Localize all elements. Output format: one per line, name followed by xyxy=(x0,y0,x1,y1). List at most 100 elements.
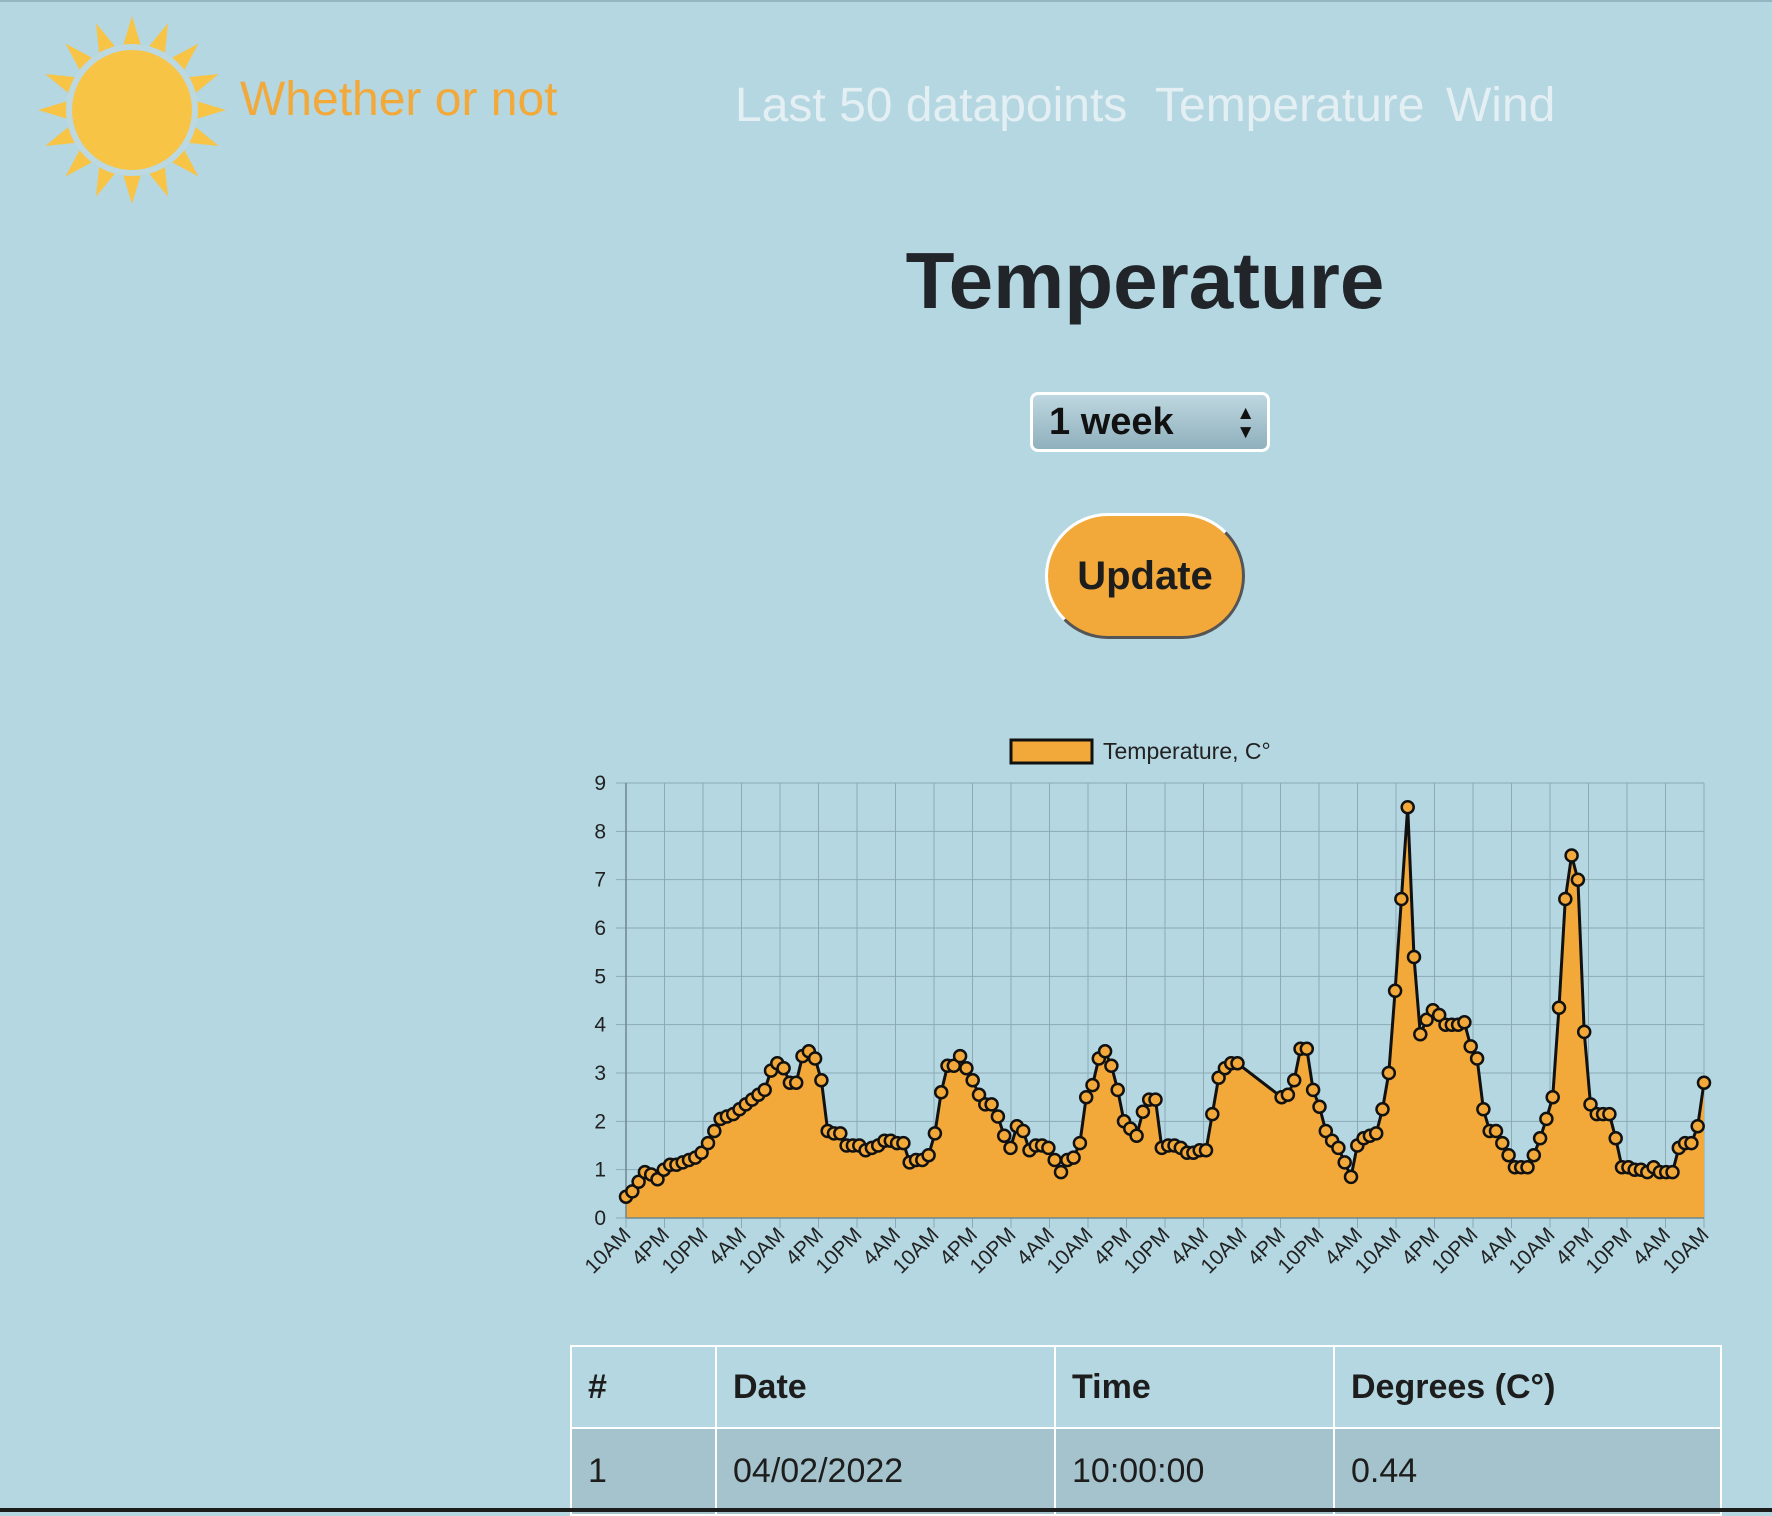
data-point xyxy=(1602,1106,1617,1122)
temperature-table: # Date Time Degrees (C°) 1 04/02/2022 10… xyxy=(570,1345,1722,1516)
data-point xyxy=(1406,949,1422,965)
data-point xyxy=(984,1097,999,1112)
y-tick-label: 2 xyxy=(594,1110,606,1133)
data-point xyxy=(1520,1160,1535,1175)
y-tick-label: 6 xyxy=(594,917,606,940)
legend-label: Temperature, C° xyxy=(1103,738,1271,764)
data-point xyxy=(650,1172,665,1187)
data-point xyxy=(1331,1140,1346,1156)
data-point xyxy=(1066,1150,1081,1165)
nav-temperature[interactable]: Temperature xyxy=(1155,79,1425,132)
data-point xyxy=(927,1126,943,1141)
legend-swatch xyxy=(1009,738,1094,765)
area-fill xyxy=(626,807,1704,1218)
y-tick-label: 0 xyxy=(594,1207,606,1230)
sun-ray xyxy=(122,16,142,49)
data-point xyxy=(1381,1065,1397,1081)
time-range-value: 1 week xyxy=(1049,401,1174,443)
data-point xyxy=(1337,1155,1352,1170)
data-point xyxy=(1312,1099,1327,1115)
nav-last-50-datapoints[interactable]: Last 50 datapoints xyxy=(735,79,1128,132)
brand-link[interactable]: Whether or not xyxy=(240,73,558,126)
sun-logo-icon[interactable] xyxy=(36,14,228,206)
data-point xyxy=(1463,1039,1478,1054)
data-point xyxy=(1135,1104,1151,1119)
column-header-number: # xyxy=(570,1345,717,1429)
column-header-date: Date xyxy=(715,1345,1056,1429)
data-point xyxy=(1072,1135,1088,1151)
data-point xyxy=(1495,1135,1510,1151)
data-point xyxy=(1041,1140,1056,1156)
cell-degrees: 0.44 xyxy=(1333,1427,1722,1516)
data-point xyxy=(1551,1000,1567,1016)
data-point xyxy=(1343,1169,1359,1185)
data-point xyxy=(807,1051,823,1066)
data-point xyxy=(1400,799,1415,815)
data-point xyxy=(952,1048,968,1064)
data-point xyxy=(1078,1089,1094,1105)
data-point xyxy=(1110,1082,1125,1098)
data-point xyxy=(1148,1092,1163,1107)
data-point xyxy=(933,1085,949,1100)
data-point xyxy=(1047,1152,1062,1168)
data-point xyxy=(1690,1118,1705,1134)
data-point xyxy=(694,1145,709,1161)
data-point xyxy=(1053,1164,1069,1180)
sun-ray xyxy=(38,100,71,120)
data-point xyxy=(1576,1024,1592,1040)
time-range-select[interactable]: 1 week ▲ ▼ xyxy=(1030,392,1270,452)
data-point xyxy=(1305,1082,1321,1098)
page-title: Temperature xyxy=(905,236,1385,325)
data-point xyxy=(1003,1140,1018,1156)
data-point xyxy=(1211,1070,1226,1086)
data-point xyxy=(1368,1126,1384,1141)
data-point xyxy=(896,1135,911,1151)
data-point xyxy=(1085,1077,1100,1093)
data-point xyxy=(1431,1007,1447,1023)
data-point xyxy=(1570,872,1586,887)
data-point xyxy=(1469,1051,1485,1066)
cell-number: 1 xyxy=(570,1427,717,1516)
data-point xyxy=(700,1135,716,1151)
column-header-time: Time xyxy=(1054,1345,1335,1429)
data-point xyxy=(1394,891,1409,907)
data-point xyxy=(1198,1143,1214,1158)
update-button[interactable]: Update xyxy=(1045,513,1245,639)
column-header-degrees: Degrees (C°) xyxy=(1333,1345,1722,1429)
table-row: 1 04/02/2022 10:00:00 0.44 xyxy=(570,1427,1722,1516)
data-point xyxy=(1318,1123,1334,1139)
data-point xyxy=(1299,1041,1315,1057)
data-point xyxy=(1413,1027,1428,1042)
data-point xyxy=(1545,1089,1560,1105)
data-point xyxy=(1104,1058,1119,1074)
data-point xyxy=(1564,848,1579,863)
data-point xyxy=(814,1073,829,1088)
data-point xyxy=(996,1128,1012,1144)
data-point xyxy=(1476,1102,1491,1117)
x-tick-label: 10AM xyxy=(580,1223,635,1278)
data-point xyxy=(833,1126,848,1141)
data-point xyxy=(965,1073,980,1088)
cell-time: 10:00:00 xyxy=(1054,1427,1335,1516)
cell-date: 04/02/2022 xyxy=(715,1427,1056,1516)
window-top-border xyxy=(0,0,1772,2)
data-point xyxy=(1387,983,1403,999)
data-point xyxy=(1129,1128,1144,1144)
data-point xyxy=(1501,1147,1516,1163)
data-point xyxy=(1583,1097,1598,1112)
select-arrows-icon: ▲ ▼ xyxy=(1236,403,1255,443)
data-point xyxy=(959,1060,974,1076)
data-point xyxy=(921,1147,936,1163)
data-point xyxy=(1457,1015,1472,1030)
data-point xyxy=(1608,1131,1623,1146)
nav-wind[interactable]: Wind xyxy=(1446,79,1556,132)
data-point xyxy=(1696,1075,1712,1090)
data-point xyxy=(1526,1147,1542,1163)
data-point xyxy=(1015,1123,1031,1139)
data-point xyxy=(1684,1135,1699,1151)
sun-ray xyxy=(193,100,226,120)
data-point xyxy=(1286,1073,1302,1088)
data-point xyxy=(776,1060,791,1076)
y-tick-label: 8 xyxy=(594,820,606,843)
data-point xyxy=(631,1174,646,1190)
